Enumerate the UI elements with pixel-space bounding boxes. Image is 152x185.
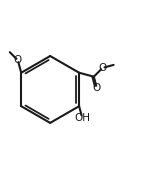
Text: O: O: [93, 83, 101, 93]
Text: O: O: [98, 63, 107, 73]
Text: OH: OH: [74, 113, 90, 123]
Text: O: O: [14, 55, 22, 65]
